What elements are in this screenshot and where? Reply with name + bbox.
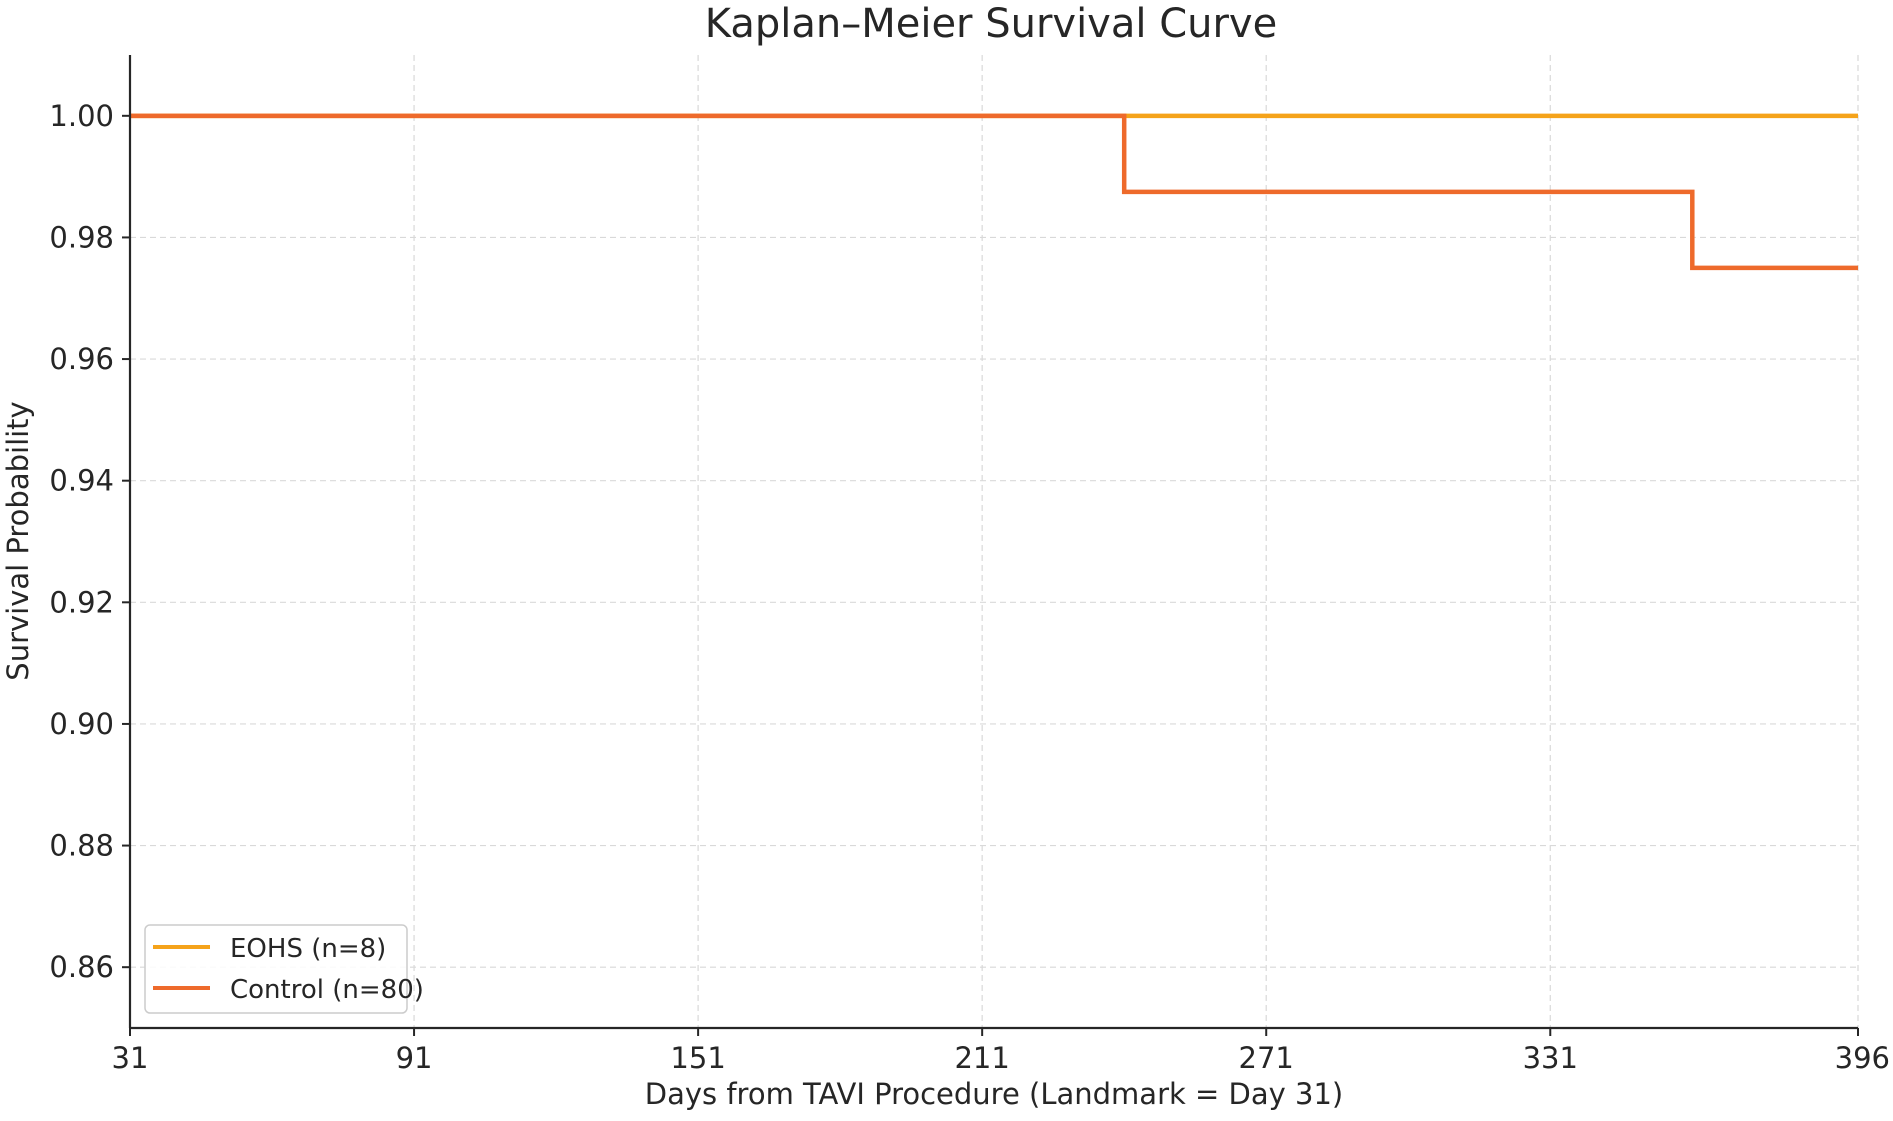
y-tick-label: 0.94 [49, 464, 114, 498]
y-axis-label: Survival Probability [1, 401, 35, 680]
chart-title: Kaplan–Meier Survival Curve [705, 1, 1277, 47]
grid-lines [129, 55, 1859, 1028]
y-tick-label: 0.96 [49, 342, 114, 376]
x-axis-label: Days from TAVI Procedure (Landmark = Day… [645, 1077, 1343, 1111]
y-tick-label: 0.98 [49, 220, 114, 254]
y-tick-label: 0.92 [49, 585, 114, 619]
x-tick-label: 31 [112, 1041, 149, 1075]
x-tick-label: 211 [954, 1041, 1009, 1075]
x-tick-label: 91 [396, 1041, 433, 1075]
legend-label-eohs: EOHS (n=8) [230, 934, 386, 964]
axes [128, 55, 1858, 1030]
y-tick-label: 0.90 [49, 707, 114, 741]
x-tick-label: 151 [670, 1041, 725, 1075]
series-layer [130, 113, 1858, 271]
legend-label-control: Control (n=80) [230, 975, 424, 1005]
y-tick-label: 1.00 [49, 99, 114, 133]
x-tick-label: 271 [1239, 1041, 1294, 1075]
series-line-control [130, 113, 1858, 271]
x-tick-label: 331 [1523, 1041, 1578, 1075]
x-tick-label: 396 [1835, 1041, 1890, 1075]
legend: EOHS (n=8) Control (n=80) [144, 924, 424, 1014]
legend-box [144, 924, 408, 1014]
tick-layer: 31 91 151 211 271 331 396 0.86 0.88 0.90 0.92 0.94 0… [49, 99, 1890, 1075]
y-tick-label: 0.86 [49, 950, 114, 984]
y-tick-label: 0.88 [49, 829, 114, 863]
